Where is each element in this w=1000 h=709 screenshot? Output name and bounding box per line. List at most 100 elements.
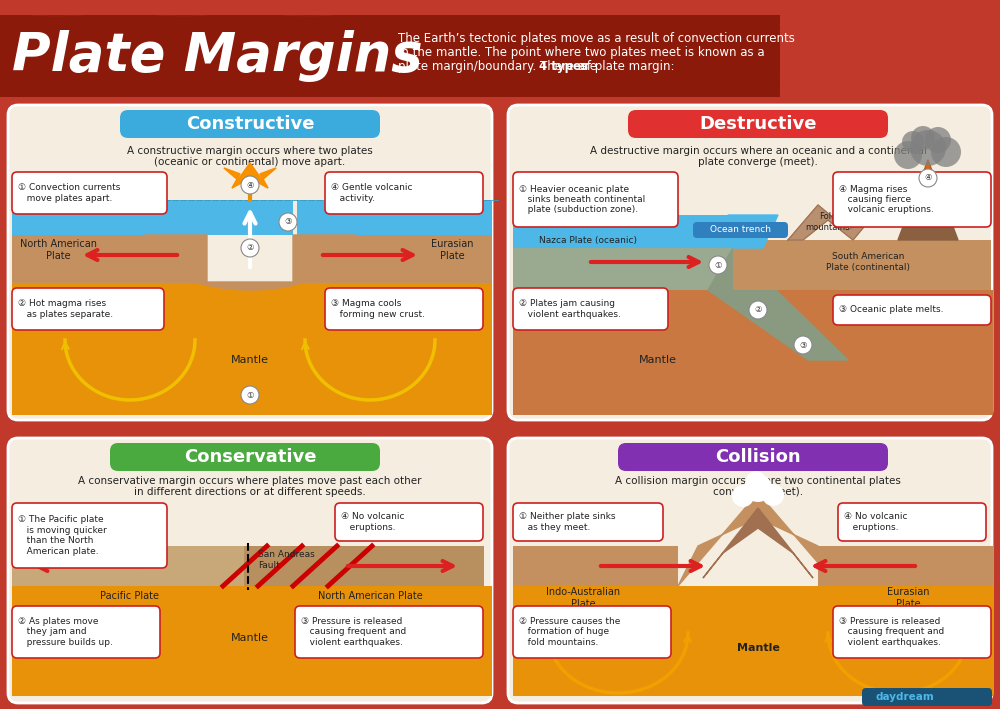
FancyBboxPatch shape xyxy=(12,172,167,214)
FancyBboxPatch shape xyxy=(862,688,992,706)
Circle shape xyxy=(709,256,727,274)
Text: Pacific Plate: Pacific Plate xyxy=(100,591,160,601)
Polygon shape xyxy=(224,163,276,188)
FancyBboxPatch shape xyxy=(618,443,888,471)
Text: Eurasian
Plate: Eurasian Plate xyxy=(431,239,473,261)
Text: Fold
mountains: Fold mountains xyxy=(806,212,850,232)
Text: in different directions or at different speeds.: in different directions or at different … xyxy=(134,487,366,497)
Bar xyxy=(0,15,780,97)
FancyBboxPatch shape xyxy=(120,110,380,138)
FancyBboxPatch shape xyxy=(295,606,483,658)
Text: Mantle: Mantle xyxy=(231,355,269,365)
Circle shape xyxy=(911,126,935,150)
Text: ②: ② xyxy=(754,306,762,315)
FancyBboxPatch shape xyxy=(693,222,788,238)
Text: Indo-Australian
Plate: Indo-Australian Plate xyxy=(546,587,620,609)
Text: ① Heavier oceanic plate
   sinks beneath continental
   plate (subduction zone).: ① Heavier oceanic plate sinks beneath co… xyxy=(519,184,645,214)
Bar xyxy=(297,235,492,283)
Text: daydream: daydream xyxy=(875,692,934,702)
Text: ④ No volcanic
   eruptions.: ④ No volcanic eruptions. xyxy=(341,513,404,532)
FancyBboxPatch shape xyxy=(628,110,888,138)
Text: ① Neither plate sinks
   as they meet.: ① Neither plate sinks as they meet. xyxy=(519,513,616,532)
Bar xyxy=(297,200,492,235)
Text: converge (meet).: converge (meet). xyxy=(713,487,803,497)
Text: Nazca Plate (oceanic): Nazca Plate (oceanic) xyxy=(539,235,637,245)
Text: A constructive margin occurs where two plates: A constructive margin occurs where two p… xyxy=(127,146,373,156)
FancyBboxPatch shape xyxy=(833,172,991,227)
Circle shape xyxy=(749,301,767,319)
Circle shape xyxy=(794,336,812,354)
Text: ② Pressure causes the
   formation of huge
   fold mountains.: ② Pressure causes the formation of huge … xyxy=(519,617,620,647)
Polygon shape xyxy=(703,508,813,578)
Text: ③ Pressure is released
   causing frequent and
   violent earthquakes.: ③ Pressure is released causing frequent … xyxy=(839,617,944,647)
Circle shape xyxy=(744,474,772,502)
Text: ④: ④ xyxy=(246,181,254,189)
Polygon shape xyxy=(708,248,848,360)
Text: 4 types: 4 types xyxy=(539,60,588,73)
Circle shape xyxy=(902,131,924,153)
Text: ① Convection currents
   move plates apart.: ① Convection currents move plates apart. xyxy=(18,184,120,203)
Bar xyxy=(12,586,492,696)
Circle shape xyxy=(241,239,259,257)
Circle shape xyxy=(746,471,766,491)
FancyBboxPatch shape xyxy=(508,438,992,703)
Text: North American
Plate: North American Plate xyxy=(20,239,96,261)
Polygon shape xyxy=(678,493,838,586)
Text: Ocean trench: Ocean trench xyxy=(710,225,770,235)
Circle shape xyxy=(910,130,946,166)
Circle shape xyxy=(762,484,784,506)
Text: ② Hot magma rises
   as plates separate.: ② Hot magma rises as plates separate. xyxy=(18,299,113,319)
Bar xyxy=(513,290,993,415)
Text: South American
Plate (continental): South American Plate (continental) xyxy=(826,252,910,272)
FancyBboxPatch shape xyxy=(513,503,663,541)
Text: ③: ③ xyxy=(284,218,292,226)
Text: ④ Gentle volcanic
   activity.: ④ Gentle volcanic activity. xyxy=(331,184,413,203)
Polygon shape xyxy=(920,160,936,195)
Polygon shape xyxy=(898,160,958,240)
Circle shape xyxy=(894,141,922,169)
Polygon shape xyxy=(224,163,276,188)
Text: A conservative margin occurs where plates move past each other: A conservative margin occurs where plate… xyxy=(78,476,422,486)
Text: A destructive margin occurs where an oceanic and a continental: A destructive margin occurs where an oce… xyxy=(590,146,926,156)
Text: ③ Pressure is released
   causing frequent and
   violent earthquakes.: ③ Pressure is released causing frequent … xyxy=(301,617,406,647)
Circle shape xyxy=(241,386,259,404)
Text: of plate margin:: of plate margin: xyxy=(576,60,675,73)
Bar xyxy=(513,248,733,290)
Text: The Earth’s tectonic plates move as a result of convection currents: The Earth’s tectonic plates move as a re… xyxy=(398,32,795,45)
Text: A collision margin occurs where two continental plates: A collision margin occurs where two cont… xyxy=(615,476,901,486)
Polygon shape xyxy=(788,205,878,240)
Bar xyxy=(12,546,244,586)
Text: ④: ④ xyxy=(924,174,932,182)
Bar xyxy=(733,240,991,290)
FancyBboxPatch shape xyxy=(335,503,483,541)
Circle shape xyxy=(931,137,961,167)
FancyBboxPatch shape xyxy=(12,503,167,568)
Text: ④ No volcanic
   eruptions.: ④ No volcanic eruptions. xyxy=(844,513,908,532)
Text: ③ Magma cools
   forming new crust.: ③ Magma cools forming new crust. xyxy=(331,299,425,319)
Text: in the mantle. The point where two plates meet is known as a: in the mantle. The point where two plate… xyxy=(398,46,765,59)
Text: ③: ③ xyxy=(799,340,807,350)
Text: North American Plate: North American Plate xyxy=(318,591,422,601)
Bar xyxy=(513,215,733,248)
Text: Constructive: Constructive xyxy=(186,115,314,133)
Text: ②: ② xyxy=(246,243,254,252)
FancyBboxPatch shape xyxy=(838,503,986,541)
Circle shape xyxy=(279,213,297,231)
Text: plate converge (meet).: plate converge (meet). xyxy=(698,157,818,167)
Circle shape xyxy=(241,176,259,194)
Text: Plate Margins: Plate Margins xyxy=(12,30,423,82)
Text: Eurasian
Plate: Eurasian Plate xyxy=(887,587,929,609)
Bar xyxy=(244,546,484,586)
Text: Mantle: Mantle xyxy=(737,643,779,653)
Bar xyxy=(12,200,207,235)
Bar xyxy=(12,282,492,415)
FancyBboxPatch shape xyxy=(513,288,668,330)
Text: ① The Pacific plate
   is moving quicker
   than the North
   American plate.: ① The Pacific plate is moving quicker th… xyxy=(18,515,107,556)
FancyBboxPatch shape xyxy=(325,172,483,214)
Text: ①: ① xyxy=(246,391,254,399)
FancyBboxPatch shape xyxy=(325,288,483,330)
Polygon shape xyxy=(145,235,355,290)
Text: Mantle: Mantle xyxy=(231,633,269,643)
Text: ①: ① xyxy=(714,260,722,269)
Bar xyxy=(513,586,993,696)
